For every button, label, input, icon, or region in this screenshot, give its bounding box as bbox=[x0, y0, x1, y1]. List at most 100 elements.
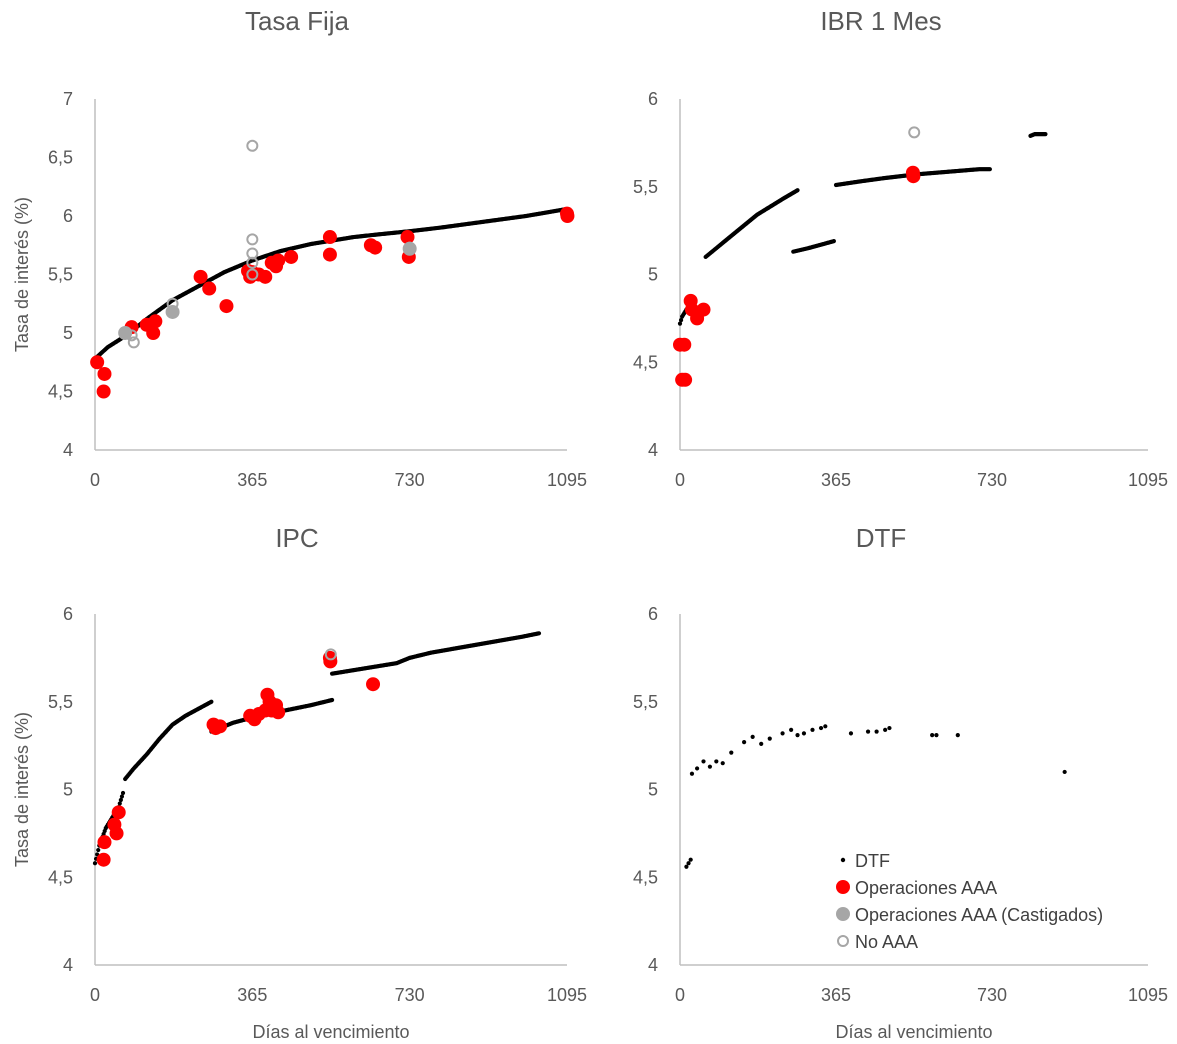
legend-no-aaa-label: No AAA bbox=[855, 932, 918, 952]
x-tick-label: 730 bbox=[977, 470, 1007, 490]
series-aaa bbox=[90, 206, 575, 399]
x-tick-label: 0 bbox=[90, 985, 100, 1005]
aaa-point bbox=[109, 826, 124, 841]
legend-castigados-label: Operaciones AAA (Castigados) bbox=[855, 905, 1103, 925]
dtf-point bbox=[789, 727, 794, 732]
x-tick-label: 1095 bbox=[547, 470, 587, 490]
y-tick-label: 5 bbox=[648, 780, 658, 800]
y-tick-label: 5 bbox=[63, 780, 73, 800]
x-tick-label: 365 bbox=[821, 985, 851, 1005]
dtf-point bbox=[117, 801, 122, 806]
dtf-point bbox=[209, 699, 214, 704]
dtf-point bbox=[689, 771, 695, 776]
legend-aaa-marker bbox=[836, 880, 850, 894]
x-tick-label: 0 bbox=[675, 985, 685, 1005]
aaa-point bbox=[96, 384, 111, 399]
aaa-point bbox=[368, 240, 383, 255]
aaa-point bbox=[400, 230, 415, 245]
y-tick-label: 4 bbox=[648, 955, 658, 975]
no-aaa-point bbox=[246, 139, 259, 152]
y-tick-label: 5,5 bbox=[633, 177, 658, 197]
aaa-point bbox=[96, 852, 111, 867]
dtf-point bbox=[848, 731, 854, 736]
x-tick-label: 730 bbox=[977, 985, 1007, 1005]
aaa-point bbox=[271, 253, 286, 268]
aaa-point bbox=[678, 372, 693, 387]
y-tick-label: 5 bbox=[648, 265, 658, 285]
aaa-point bbox=[366, 677, 381, 692]
dtf-point bbox=[759, 741, 764, 746]
aaa-point bbox=[97, 366, 112, 381]
dtf-point bbox=[329, 697, 335, 703]
y-tick-label: 6 bbox=[63, 604, 73, 624]
dtf-point bbox=[767, 736, 772, 741]
no-aaa-point bbox=[908, 126, 921, 139]
y-tick-label: 6,5 bbox=[48, 148, 73, 168]
y-axis-label: Tasa de interés (%) bbox=[12, 197, 32, 352]
aaa-point bbox=[97, 835, 112, 850]
aaa-point bbox=[322, 247, 337, 262]
y-tick-label: 4,5 bbox=[48, 867, 73, 887]
no-aaa-point bbox=[166, 297, 179, 310]
castigados-point bbox=[118, 326, 133, 340]
no-aaa-point bbox=[246, 256, 259, 269]
aaa-point bbox=[219, 299, 234, 314]
no-aaa-point bbox=[125, 329, 138, 342]
no-aaa-point bbox=[246, 268, 259, 281]
dtf-point bbox=[118, 797, 123, 803]
dtf-point bbox=[934, 732, 939, 738]
dtf-point bbox=[818, 725, 824, 731]
aaa-point bbox=[213, 719, 228, 734]
dtf-point bbox=[729, 750, 734, 755]
dtf-point bbox=[120, 790, 126, 796]
x-tick-label: 365 bbox=[237, 985, 267, 1005]
dtf-point bbox=[686, 861, 691, 866]
series-no_aaa bbox=[125, 139, 416, 349]
x-tick-label: 0 bbox=[675, 470, 685, 490]
x-tick-label: 1095 bbox=[1128, 985, 1168, 1005]
dtf-point bbox=[955, 732, 960, 738]
chart-title: Tasa Fija bbox=[245, 6, 350, 36]
y-tick-label: 7 bbox=[63, 89, 73, 109]
series-dtf bbox=[677, 132, 1048, 326]
panel-1: IBR 1 Mes 0 365 730 1095 4 4,5 5 5,5 6 bbox=[633, 6, 1168, 490]
dtf-point bbox=[714, 759, 719, 764]
y-tick-label: 4,5 bbox=[633, 352, 658, 372]
dtf-point bbox=[92, 861, 98, 866]
legend-dtf-marker bbox=[840, 857, 846, 863]
aaa-point bbox=[560, 209, 575, 223]
dtf-point bbox=[96, 847, 101, 853]
chart-title: DTF bbox=[856, 523, 907, 553]
aaa-point bbox=[322, 230, 337, 245]
panel-3: DTF 0 365 730 1095 4 4,5 5 5,5 6 Días al vencimien… bbox=[633, 523, 1168, 1042]
aaa-point bbox=[111, 805, 126, 820]
panel-2: IPC 0 365 730 1095 4 4,5 5 5,5 6 Tasa de interés (… bbox=[12, 523, 587, 1042]
dtf-point bbox=[720, 761, 725, 766]
dtf-point bbox=[887, 725, 892, 731]
series-dtf bbox=[92, 631, 542, 866]
no-aaa-point bbox=[127, 336, 140, 349]
aaa-point bbox=[148, 314, 163, 329]
dtf-point bbox=[677, 321, 683, 326]
x-tick-label: 365 bbox=[821, 470, 851, 490]
dtf-point bbox=[795, 188, 800, 193]
x-tick-label: 1095 bbox=[547, 985, 587, 1005]
y-tick-label: 4 bbox=[63, 440, 73, 460]
dtf-point bbox=[810, 727, 815, 732]
aaa-point bbox=[258, 269, 273, 284]
dtf-point bbox=[795, 732, 800, 738]
y-tick-label: 5,5 bbox=[633, 692, 658, 712]
dtf-point bbox=[536, 631, 542, 636]
dtf-point bbox=[987, 167, 992, 172]
dtf-point bbox=[1043, 132, 1048, 137]
x-tick-label: 0 bbox=[90, 470, 100, 490]
dtf-point bbox=[930, 732, 935, 738]
y-tick-label: 4 bbox=[648, 440, 658, 460]
legend: DTF Operaciones AAA Operaciones AAA (Cas… bbox=[836, 851, 1103, 952]
aaa-point bbox=[677, 337, 692, 352]
series-aaa bbox=[673, 165, 921, 387]
chart-title: IBR 1 Mes bbox=[820, 6, 941, 36]
x-tick-label: 365 bbox=[237, 470, 267, 490]
